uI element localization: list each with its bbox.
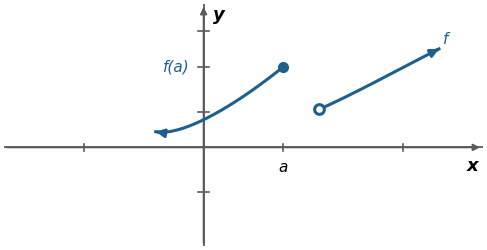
Text: f: f xyxy=(443,32,449,47)
Text: x: x xyxy=(467,157,479,175)
Text: y: y xyxy=(213,6,225,25)
Text: a: a xyxy=(279,160,288,175)
Text: f(a): f(a) xyxy=(163,59,189,74)
